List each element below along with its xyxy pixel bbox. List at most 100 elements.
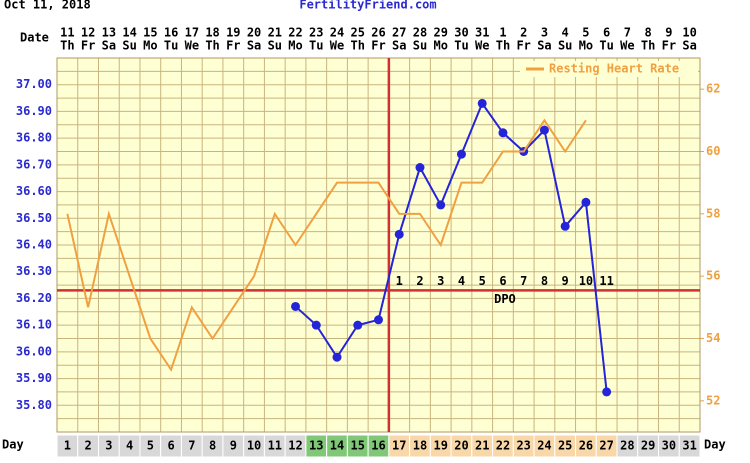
dpo-number: 8 xyxy=(541,274,548,288)
date-label: 16 xyxy=(164,26,178,40)
date-label: 28 xyxy=(413,26,427,40)
weekday-label: We xyxy=(475,39,489,53)
y2-tick-label: 58 xyxy=(706,206,720,220)
date-label: 11 xyxy=(60,26,74,40)
dpo-number: 1 xyxy=(396,274,403,288)
date-label: 21 xyxy=(268,26,282,40)
weekday-label: Su xyxy=(558,39,572,53)
date-label: 15 xyxy=(143,26,157,40)
legend-background xyxy=(520,61,698,77)
temperature-point xyxy=(436,200,446,210)
dpo-number: 3 xyxy=(437,274,444,288)
y-tick-label: 36.20 xyxy=(16,291,52,305)
date-label: 31 xyxy=(475,26,489,40)
temperature-line xyxy=(294,101,608,393)
date-label: 5 xyxy=(582,26,589,40)
dpo-number: 4 xyxy=(458,274,465,288)
day-number: 31 xyxy=(682,439,696,453)
day-label-left: Day xyxy=(2,438,24,452)
dpo-number: 6 xyxy=(499,274,506,288)
day-number: 29 xyxy=(641,439,655,453)
date-label: 2 xyxy=(520,26,527,40)
date-label: 12 xyxy=(81,26,95,40)
weekday-label: Tu xyxy=(309,39,323,53)
day-number: 30 xyxy=(662,439,676,453)
day-number: 13 xyxy=(309,439,323,453)
y-tick-label: 35.90 xyxy=(16,371,52,385)
temperature-point xyxy=(332,352,342,362)
weekday-label: Fr xyxy=(81,39,95,53)
weekday-label: Su xyxy=(122,39,136,53)
date-label: 17 xyxy=(185,26,199,40)
y2-tick-label: 62 xyxy=(706,82,720,96)
y-tick-label: 37.00 xyxy=(16,77,52,91)
day-number: 16 xyxy=(371,439,385,453)
site-name: FertilityFriend.com xyxy=(299,0,436,12)
weekday-label: Fr xyxy=(662,39,676,53)
temperature-point xyxy=(477,98,487,108)
day-number: 17 xyxy=(392,439,406,453)
weekday-label: Mo xyxy=(288,39,302,53)
day-number: 20 xyxy=(454,439,468,453)
date-label: 7 xyxy=(624,26,631,40)
y-tick-label: 36.90 xyxy=(16,104,52,118)
weekday-label: Su xyxy=(268,39,282,53)
day-number: 14 xyxy=(330,439,344,453)
day-number: 11 xyxy=(268,439,282,453)
temperature-point xyxy=(353,320,363,330)
weekday-label: Fr xyxy=(226,39,240,53)
weekday-label: Su xyxy=(413,39,427,53)
weekday-label: Th xyxy=(496,39,510,53)
y-tick-label: 35.80 xyxy=(16,398,52,412)
date-label: 14 xyxy=(122,26,136,40)
weekday-label: Th xyxy=(60,39,74,53)
day-number: 28 xyxy=(620,439,634,453)
weekday-label: We xyxy=(330,39,344,53)
y-tick-label: 36.50 xyxy=(16,211,52,225)
y2-tick-label: 52 xyxy=(706,393,720,407)
day-number: 2 xyxy=(84,439,91,453)
y-tick-label: 36.60 xyxy=(16,184,52,198)
day-number: 22 xyxy=(496,439,510,453)
day-number: 26 xyxy=(579,439,593,453)
day-number: 12 xyxy=(288,439,302,453)
date-label: 6 xyxy=(603,26,610,40)
weekday-label: Mo xyxy=(433,39,447,53)
y2-tick-label: 54 xyxy=(706,331,720,345)
day-number: 8 xyxy=(209,439,216,453)
day-number: 21 xyxy=(475,439,489,453)
weekday-label: Tu xyxy=(454,39,468,53)
dpo-number: 2 xyxy=(416,274,423,288)
weekday-label: Sa xyxy=(102,39,116,53)
weekday-label: Th xyxy=(205,39,219,53)
date-label: 23 xyxy=(309,26,323,40)
weekday-label: Fr xyxy=(371,39,385,53)
temperature-point xyxy=(456,149,466,159)
dpo-number: 10 xyxy=(579,274,593,288)
date-label: 24 xyxy=(330,26,344,40)
y-tick-label: 36.70 xyxy=(16,157,52,171)
weekday-label: Sa xyxy=(537,39,551,53)
temperature-point xyxy=(539,125,549,135)
temperature-point xyxy=(311,320,321,330)
dpo-number: 11 xyxy=(599,274,613,288)
day-number: 4 xyxy=(126,439,133,453)
day-number: 1 xyxy=(64,439,71,453)
date-label: 1 xyxy=(499,26,506,40)
day-number: 3 xyxy=(105,439,112,453)
temperature-point xyxy=(415,163,425,173)
weekday-label: Mo xyxy=(143,39,157,53)
date-label: 19 xyxy=(226,26,240,40)
y-tick-label: 36.10 xyxy=(16,318,52,332)
weekday-label: Sa xyxy=(247,39,261,53)
dpo-number: 5 xyxy=(479,274,486,288)
dpo-number: 9 xyxy=(562,274,569,288)
day-number: 27 xyxy=(599,439,613,453)
day-number: 10 xyxy=(247,439,261,453)
weekday-label: Sa xyxy=(392,39,406,53)
day-number: 9 xyxy=(230,439,237,453)
date-label: 25 xyxy=(351,26,365,40)
temperature-point xyxy=(374,315,383,325)
day-number: 23 xyxy=(516,439,530,453)
